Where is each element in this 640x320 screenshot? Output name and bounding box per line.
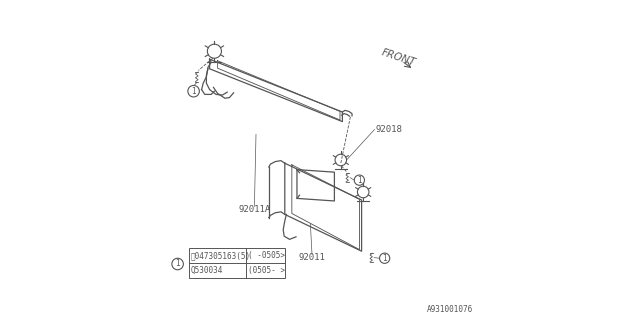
Text: 92011A: 92011A [238, 205, 271, 214]
Text: Q530034: Q530034 [191, 266, 223, 275]
Text: (0505- >: (0505- > [248, 266, 285, 275]
Text: 1: 1 [175, 260, 180, 268]
Text: 1: 1 [357, 176, 362, 185]
Text: Ⓜ047305163(5): Ⓜ047305163(5) [191, 251, 250, 260]
Text: 92011: 92011 [299, 253, 325, 262]
Text: 92018: 92018 [376, 125, 403, 134]
Bar [189, 248, 285, 278]
Text: A931001076: A931001076 [428, 305, 474, 314]
Text: FRONT: FRONT [380, 47, 417, 68]
Text: 1: 1 [191, 87, 196, 96]
Text: ( -0505>: ( -0505> [248, 251, 285, 260]
Text: 1: 1 [382, 254, 387, 263]
